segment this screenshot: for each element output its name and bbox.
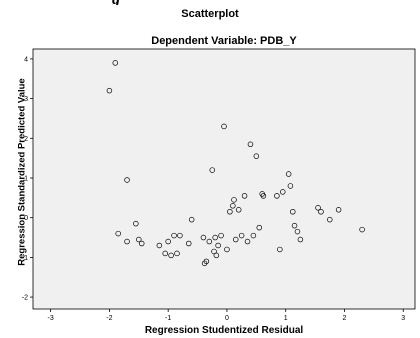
x-tick-label: 2 [343,315,347,322]
data-point [211,248,217,255]
data-point [231,197,237,203]
data-point [200,234,207,241]
data-point [287,183,294,189]
data-point [227,208,233,215]
data-point [297,236,304,243]
data-point [162,250,168,257]
x-tick-label: -1 [165,315,171,322]
chart-title: Scatterplot [181,8,239,20]
data-point [238,232,245,239]
data-point [256,224,263,231]
data-point [188,216,195,223]
y-axis: -2 -1 0 1 2 3 4 [22,56,33,302]
data-point [215,242,221,249]
data-point [250,232,257,239]
data-point [318,208,324,215]
data-point [260,193,267,199]
data-point [171,232,177,239]
data-point [327,216,333,223]
x-tick-label: 0 [225,315,229,322]
data-point [115,230,121,237]
data-point [274,193,280,199]
data-point [174,250,180,257]
data-point [291,222,298,229]
y-tick-label: -1 [22,255,28,262]
data-point [136,236,142,243]
data-point [185,240,192,247]
data-point [221,123,227,130]
y-tick-label: -2 [22,295,28,302]
data-point [280,189,286,195]
y-tick-label: 0 [24,215,28,222]
x-tick-label: 3 [401,315,405,322]
data-point [212,234,218,241]
data-point [218,232,224,239]
y-axis-label: Regression Standardized Predicted Value [16,78,28,266]
x-axis-label: Regression Studentized Residual [144,325,304,336]
data-point [241,193,248,199]
data-point [277,246,283,253]
x-tick-label: -2 [106,315,112,322]
y-tick-label: 1 [24,176,28,183]
data-point [233,236,239,243]
data-point [230,203,236,209]
data-point [253,153,260,159]
data-point [203,258,210,265]
data-point [247,141,254,148]
data-point [124,238,130,245]
x-tick-label: 1 [284,315,288,322]
data-point [209,167,215,173]
y-tick-label: 3 [24,96,28,103]
data-points [106,60,365,267]
data-point [359,226,365,233]
data-point [112,60,119,66]
x-tick-label: -3 [48,315,54,322]
data-point [138,240,145,247]
data-point [315,205,321,211]
y-tick-label: 2 [24,136,28,143]
data-point [165,238,171,245]
data-point [106,87,113,94]
data-point [294,228,301,235]
x-axis: -3 -2 -1 0 1 2 3 [48,309,405,322]
data-point [156,242,163,249]
data-point [335,207,342,213]
data-point [213,252,220,259]
data-point [124,177,130,183]
data-point [224,246,230,253]
chart-subtitle: Dependent Variable: PDB_Y [151,35,297,47]
data-point [290,208,296,215]
data-point [177,232,183,239]
data-point [168,252,174,259]
y-tick-label: 4 [24,56,28,63]
data-point [235,207,242,213]
data-point [201,260,208,267]
page-fragment-top: g [112,0,148,5]
data-point [244,238,251,245]
data-point [285,171,292,177]
plot-area [32,48,416,310]
data-point [206,238,213,245]
data-point [133,220,139,227]
